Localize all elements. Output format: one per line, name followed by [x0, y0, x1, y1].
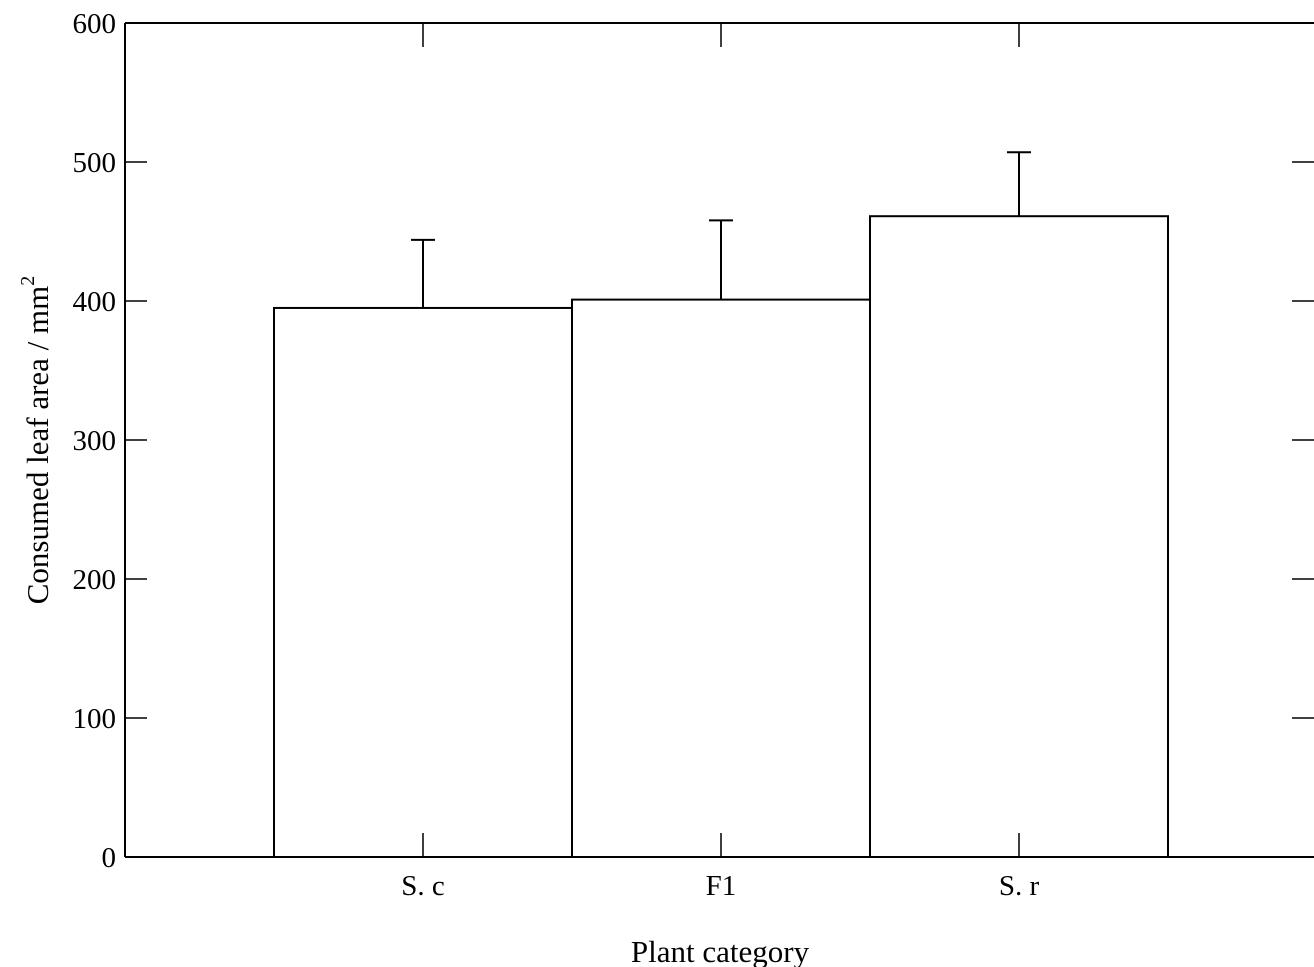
y-tick-label: 300 — [73, 425, 117, 457]
bars — [273, 215, 1169, 858]
y-tick-label: 0 — [102, 842, 117, 874]
x-tick-label: F1 — [706, 870, 737, 902]
bar — [571, 298, 871, 858]
y-tick-label: 100 — [73, 703, 117, 735]
error-bars — [411, 151, 1031, 308]
y-axis-title-superscript: 2 — [17, 276, 39, 286]
bar — [273, 306, 573, 858]
x-tick-label: S. c — [401, 870, 445, 902]
y-tick-label: 400 — [73, 286, 117, 318]
y-tick-label: 500 — [73, 147, 117, 179]
x-tick-label: S. r — [999, 870, 1040, 902]
bar — [869, 215, 1169, 858]
ticks — [125, 22, 1314, 858]
y-axis-title: Consumed leaf area / mm2 — [17, 276, 55, 605]
y-tick-label: 200 — [73, 564, 117, 596]
tick-labels: 0 100 200 300 400 500 600 S. c F1 S. r — [73, 8, 1040, 902]
y-tick-label: 600 — [73, 8, 117, 40]
y-axis-title-text: Consumed leaf area / mm — [20, 286, 55, 605]
x-axis-title: Plant category — [631, 934, 810, 967]
